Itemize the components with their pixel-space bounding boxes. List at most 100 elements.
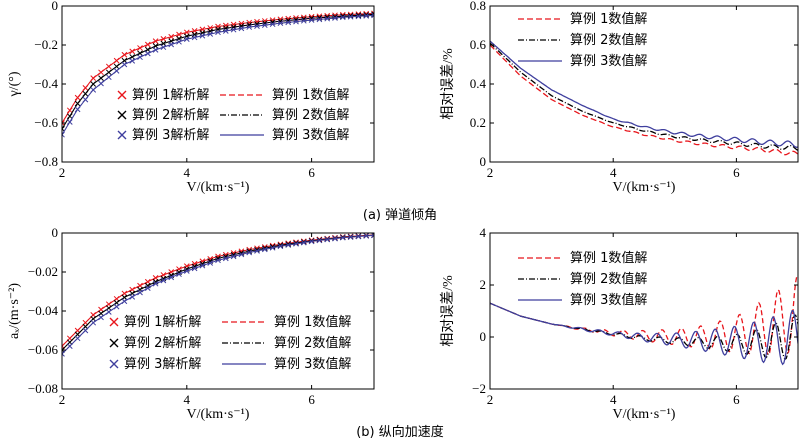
series-group — [490, 40, 798, 156]
data-point-marker — [293, 18, 299, 25]
data-point-marker — [98, 75, 104, 82]
data-point-marker — [215, 29, 221, 36]
legend-label: 算例 3数值解 — [570, 292, 647, 308]
x-axis-label: V/(km·s⁻¹) — [187, 407, 250, 422]
data-point-marker — [238, 251, 245, 258]
data-point-marker — [300, 239, 307, 246]
legend-marker — [117, 90, 127, 100]
y-tick-label: −0.08 — [28, 381, 58, 396]
data-point-marker — [308, 238, 315, 245]
data-point-marker — [66, 107, 73, 114]
x-tick-label: 4 — [610, 165, 617, 180]
y-tick-label: −0.06 — [28, 342, 59, 357]
data-point-marker — [238, 25, 245, 32]
data-point-marker — [121, 51, 128, 58]
data-point-marker — [66, 119, 73, 125]
data-point-marker — [199, 32, 206, 39]
legend-label: 算例 3数值解 — [570, 53, 647, 69]
data-point-marker — [191, 34, 198, 41]
legend-label: 算例 2数值解 — [570, 271, 647, 287]
chart-panel-a-right: 2 4 6 0 0.2 0.4 0.6 0.8 V/(km·s⁻¹) 相对误差/% 算例 1数值解算… — [440, 0, 799, 195]
legend-marker — [117, 110, 127, 120]
data-point-marker — [62, 125, 65, 132]
legend-marker — [109, 359, 119, 369]
data-point-marker — [339, 14, 346, 21]
y-tick-label: 0.8 — [470, 0, 486, 13]
legend-label: 算例 3数值解 — [274, 356, 351, 372]
data-point-marker — [324, 236, 331, 243]
legend-label: 算例 1解析解 — [124, 315, 201, 330]
data-point-marker — [222, 28, 229, 34]
x-tick-label: 6 — [733, 165, 740, 180]
x-axis-label: V/(km·s⁻¹) — [613, 180, 676, 195]
data-point-marker — [316, 237, 323, 244]
data-point-marker — [300, 17, 307, 24]
data-point-marker — [371, 233, 374, 239]
plot-frame — [489, 232, 799, 390]
x-tick-label: 4 — [610, 392, 617, 407]
data-point-marker — [105, 63, 112, 70]
data-point-marker — [316, 16, 323, 23]
x-tick-label: 2 — [59, 165, 66, 180]
data-point-marker — [105, 69, 112, 76]
data-point-marker — [254, 248, 260, 254]
y-tick-label: 0 — [480, 154, 487, 169]
data-point-marker — [285, 19, 292, 26]
y-tick-label: 0.6 — [470, 37, 487, 52]
data-point-marker — [105, 309, 112, 315]
data-point-marker — [160, 277, 167, 284]
series-line-3 — [490, 302, 798, 366]
series-group — [62, 10, 374, 138]
data-point-marker — [113, 57, 120, 64]
data-point-marker — [277, 20, 284, 27]
data-point-marker — [183, 268, 190, 274]
data-point-marker — [74, 335, 81, 342]
data-point-marker — [66, 113, 73, 120]
data-point-marker — [332, 235, 338, 242]
data-point-marker — [168, 33, 175, 40]
data-point-marker — [113, 67, 120, 74]
data-point-marker — [168, 274, 175, 281]
y-axis-label: aₓ/(m·s⁻²) — [7, 283, 22, 339]
legend-label: 算例 1数值解 — [570, 11, 647, 27]
legend-label: 算例 1解析解 — [132, 88, 209, 103]
x-tick-label: 6 — [308, 392, 315, 407]
x-tick-label: 4 — [184, 392, 191, 407]
data-point-marker — [129, 48, 136, 55]
legend-label: 算例 1数值解 — [272, 87, 349, 103]
data-point-marker — [168, 41, 175, 48]
data-point-marker — [246, 24, 253, 30]
x-tick-label: 6 — [308, 165, 315, 180]
data-point-marker — [98, 80, 104, 87]
caption-a: (a) 弹道倾角 — [363, 208, 437, 223]
data-point-marker — [82, 327, 89, 334]
data-point-marker — [207, 31, 214, 37]
data-point-marker — [152, 280, 159, 287]
y-tick-label: 2 — [480, 277, 487, 292]
data-point-marker — [74, 106, 81, 113]
data-point-marker — [152, 38, 159, 44]
legend-label: 算例 2数值解 — [272, 107, 349, 123]
data-point-marker — [254, 23, 260, 29]
data-point-marker — [62, 131, 65, 138]
data-point-marker — [74, 94, 81, 101]
data-point-marker — [285, 242, 292, 248]
data-point-marker — [137, 45, 143, 51]
legend-label: 算例 1数值解 — [274, 314, 351, 330]
x-tick-label: 2 — [487, 392, 494, 407]
data-point-marker — [90, 75, 97, 82]
data-point-marker — [82, 85, 89, 91]
data-point-marker — [363, 12, 370, 19]
x-tick-label: 2 — [487, 165, 494, 180]
data-point-marker — [129, 57, 136, 64]
legend-label: 算例 2解析解 — [124, 336, 201, 351]
data-point-marker — [355, 13, 362, 20]
chart-panel-a-left: 2 4 6 0 −0.2 −0.4 −0.6 −0.8 V/(km·s⁻¹) γ/(°) 算例 1解… — [7, 0, 375, 195]
legend-label: 算例 3解析解 — [124, 357, 201, 372]
legend-marker — [109, 317, 119, 327]
data-point-marker — [230, 26, 237, 33]
data-point-marker — [207, 260, 214, 266]
legend-label: 算例 3数值解 — [272, 127, 349, 143]
data-point-marker — [144, 285, 151, 291]
